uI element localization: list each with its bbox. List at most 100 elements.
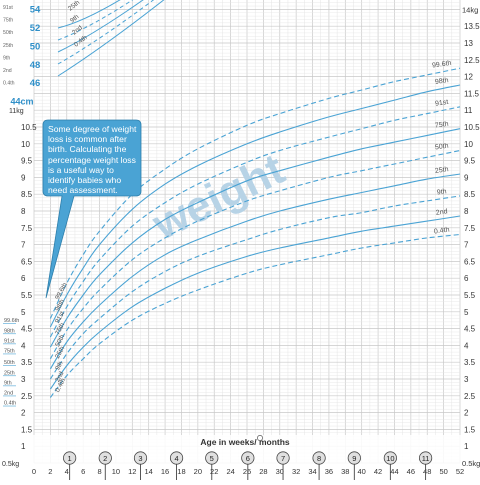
length-tick-label: 48 — [30, 60, 41, 71]
week-tick-label: 36 — [325, 467, 333, 476]
centile-line-98th — [49, 84, 461, 328]
right-weight-tick-label: 7 — [464, 241, 469, 250]
right-weight-tick-label: 3.5 — [464, 358, 476, 367]
week-tick-label: 16 — [161, 467, 169, 476]
right-weight-tick-label: 9 — [464, 173, 469, 182]
left-weight-tick-label: 1.5 — [21, 425, 33, 434]
right-weight-tick-label: 1 — [464, 442, 469, 451]
left-weight-tick-label: 1 — [21, 442, 26, 451]
month-marker-label: 6 — [246, 454, 250, 463]
centile-line-9th — [49, 195, 461, 380]
length-centile-label: 50th — [3, 30, 13, 36]
length-centile-line — [57, 0, 134, 41]
left-weight-tick-label: 3.5 — [21, 358, 33, 367]
right-weight-tick-label: 3 — [464, 375, 469, 384]
length-curve-label: 9th — [69, 13, 81, 24]
week-tick-label: 50 — [439, 467, 447, 476]
month-marker-label: 7 — [281, 454, 285, 463]
length-centile-line — [57, 0, 165, 77]
right-weight-tick-label: 13.5 — [464, 22, 480, 31]
right-weight-tick-label: 8.5 — [464, 190, 476, 199]
right-weight-tick-label: 6.5 — [464, 257, 476, 266]
length-centile-label: 75th — [3, 18, 13, 24]
length-tick-label: 54 — [30, 5, 41, 16]
left-weight-tick-label: 8.5 — [21, 190, 33, 199]
left-weight-tick-label: 5 — [21, 308, 26, 317]
birth-centile-label: 98th — [4, 328, 15, 334]
week-tick-label: 44 — [390, 467, 398, 476]
left-weight-tick-label: 9.5 — [21, 157, 33, 166]
right-weight-tick-label: 7.5 — [464, 224, 476, 233]
week-tick-label: 46 — [407, 467, 415, 476]
left-weight-tick-label: 4 — [21, 341, 26, 350]
birth-centile-label: 2nd — [4, 390, 13, 396]
weight-loss-callout — [42, 119, 142, 299]
week-tick-label: 0 — [32, 467, 36, 476]
length-tick-label: 46 — [30, 78, 41, 89]
right-weight-tick-label: 0.5kg — [462, 459, 480, 468]
right-weight-tick-label: 2 — [464, 409, 469, 418]
centile-curves — [49, 67, 461, 398]
week-tick-label: 6 — [81, 467, 85, 476]
length-centile-line — [57, 0, 144, 53]
centile-line-2nd — [49, 215, 461, 390]
week-tick-label: 8 — [97, 467, 101, 476]
left-weight-tick-label: 8 — [21, 207, 26, 216]
left-weight-tick-label: 6 — [21, 274, 26, 283]
week-tick-label: 42 — [374, 467, 382, 476]
left-weight-tick-label: 2 — [21, 409, 26, 418]
left-weight-tick-label: 3 — [21, 375, 26, 384]
length-tick-label: 50 — [30, 41, 41, 52]
length-centile-label: 9th — [3, 55, 10, 61]
length-centile-label: 2nd — [3, 68, 12, 74]
length-centile-label: 25th — [3, 43, 13, 49]
right-weight-tick-label: 10.5 — [464, 123, 480, 132]
right-weight-axis: 0.5kg11.522.533.544.555.566.577.588.599.… — [462, 5, 480, 468]
birth-centile-label: 25th — [4, 370, 15, 376]
week-tick-label: 10 — [112, 467, 120, 476]
right-weight-tick-label: 2.5 — [464, 392, 476, 401]
left-weight-tick-label: 2.5 — [21, 392, 33, 401]
centile-line-75th — [49, 128, 461, 348]
centile-label-right: 2nd — [435, 208, 448, 217]
week-tick-label: 52 — [456, 467, 464, 476]
week-tick-label: 32 — [292, 467, 300, 476]
centile-line-99-6th — [49, 67, 461, 319]
birth-centile-label: 50th — [4, 360, 15, 366]
left-weight-tick-label: 6.5 — [21, 257, 33, 266]
centile-line-0-4th — [49, 233, 461, 398]
length-tick-label: 52 — [30, 23, 41, 34]
centile-label-right: 9th — [436, 188, 447, 196]
centile-line-25th — [49, 173, 461, 370]
month-title-marker — [257, 435, 263, 441]
left-weight-tick-label: 4.5 — [21, 325, 33, 334]
left-weight-tick-label: 10.5 — [21, 123, 37, 132]
length-centile-line — [57, 0, 155, 65]
left-weight-tick-label: 7.5 — [21, 224, 33, 233]
x-axis-title: Age in weeks/ months — [200, 437, 290, 447]
length-centile-label: 0.4th — [3, 81, 15, 87]
right-weight-tick-label: 1.5 — [464, 425, 476, 434]
centile-label-start: 2nd — [54, 370, 65, 383]
right-weight-tick-label: 13 — [464, 39, 473, 48]
month-marker-label: 2 — [103, 454, 107, 463]
callout-balloon — [42, 119, 142, 299]
length-centile-line — [57, 0, 121, 29]
left-weight-tick-label: 7 — [21, 241, 26, 250]
centile-label-right: 99.6th — [432, 60, 452, 70]
birth-centile-label: 91st — [4, 338, 15, 344]
month-marker-label: 11 — [422, 454, 430, 463]
week-tick-label: 12 — [128, 467, 136, 476]
right-weight-tick-label: 5.5 — [464, 291, 476, 300]
right-weight-tick-label: 12.5 — [464, 56, 480, 65]
right-weight-tick-label: 11 — [464, 106, 473, 115]
birth-centile-label: 99.6th — [4, 318, 19, 324]
week-tick-label: 40 — [358, 467, 366, 476]
left-weight-tick-label: 5.5 — [21, 291, 33, 300]
month-marker-label: 8 — [317, 454, 321, 463]
week-tick-label: 48 — [423, 467, 431, 476]
right-weight-tick-label: 8 — [464, 207, 469, 216]
weight-loss-callout-text: Some degree of weight loss is common aft… — [48, 124, 137, 196]
length-centile-label: 91st — [3, 5, 13, 11]
